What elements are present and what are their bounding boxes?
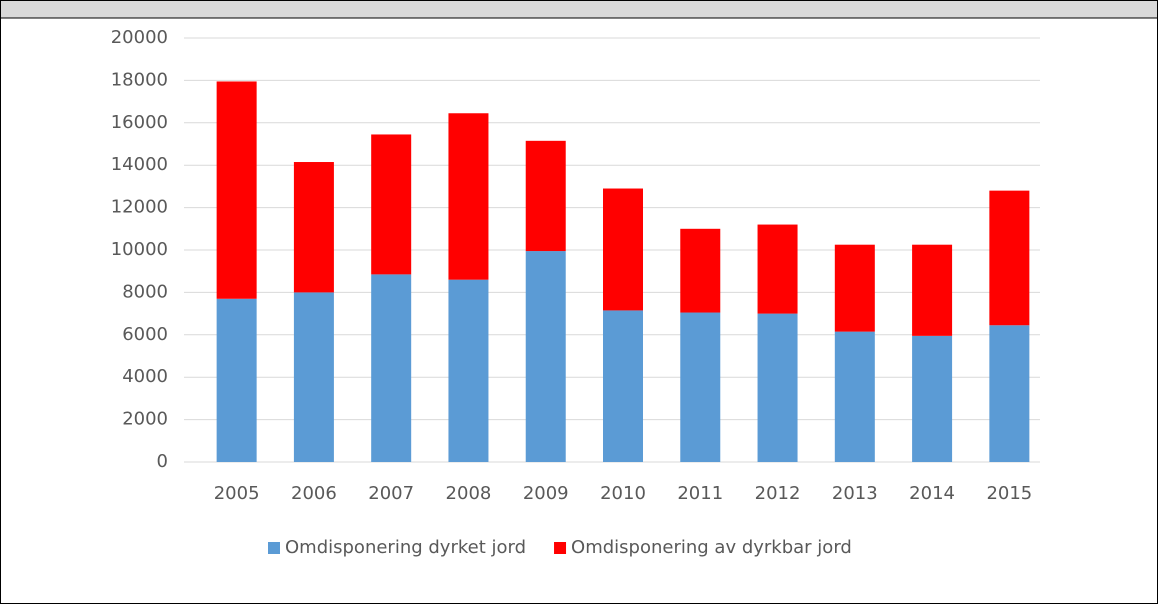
x-tick-label: 2007 [368, 483, 414, 504]
y-tick-label: 20000 [111, 27, 168, 48]
legend-label: Omdisponering av dyrkbar jord [571, 537, 852, 558]
y-tick-label: 4000 [122, 366, 168, 387]
y-tick-label: 12000 [111, 197, 168, 218]
bar-segment [603, 310, 643, 462]
bar-segment [525, 140, 566, 252]
bar-segment [834, 331, 875, 462]
bar-segment [448, 279, 489, 462]
bar-segment [757, 224, 798, 314]
bar-segment [989, 190, 1030, 326]
y-tick-label: 18000 [111, 69, 168, 90]
bar-segment [834, 244, 875, 332]
legend-swatch [268, 542, 280, 554]
x-tick-label: 2005 [214, 483, 260, 504]
bar-segment [216, 298, 257, 462]
bar-segment [293, 292, 334, 462]
x-tick-label: 2014 [909, 483, 955, 504]
x-tick-label: 2015 [986, 483, 1032, 504]
bar-segment [448, 113, 489, 280]
y-tick-label: 6000 [122, 324, 168, 345]
x-tick-label: 2012 [755, 483, 801, 504]
y-tick-label: 8000 [122, 281, 168, 302]
bar-segment [293, 162, 334, 293]
bar-segment [603, 188, 643, 311]
bar-segment [371, 274, 412, 462]
bar-segment [680, 228, 721, 313]
bar-segment [216, 81, 257, 299]
bar-segment [525, 251, 566, 462]
legend-label: Omdisponering dyrket jord [285, 537, 526, 558]
header-strip [0, 0, 1158, 19]
bar-segment [757, 313, 798, 462]
x-tick-label: 2008 [446, 483, 492, 504]
y-tick-label: 0 [157, 451, 168, 472]
x-tick-label: 2009 [523, 483, 569, 504]
x-tick-label: 2013 [832, 483, 878, 504]
x-tick-label: 2011 [677, 483, 723, 504]
x-tick-label: 2006 [291, 483, 337, 504]
bar-segment [912, 244, 953, 336]
legend-swatch [554, 542, 567, 554]
bar-segment [912, 335, 953, 462]
y-tick-label: 10000 [111, 239, 168, 260]
bar-segment [371, 134, 412, 275]
y-tick-label: 16000 [111, 112, 168, 133]
bar-segment [680, 312, 721, 462]
x-tick-label: 2010 [600, 483, 646, 504]
y-tick-label: 2000 [122, 409, 168, 430]
bar-segment [989, 325, 1030, 462]
y-tick-label: 14000 [111, 154, 168, 175]
